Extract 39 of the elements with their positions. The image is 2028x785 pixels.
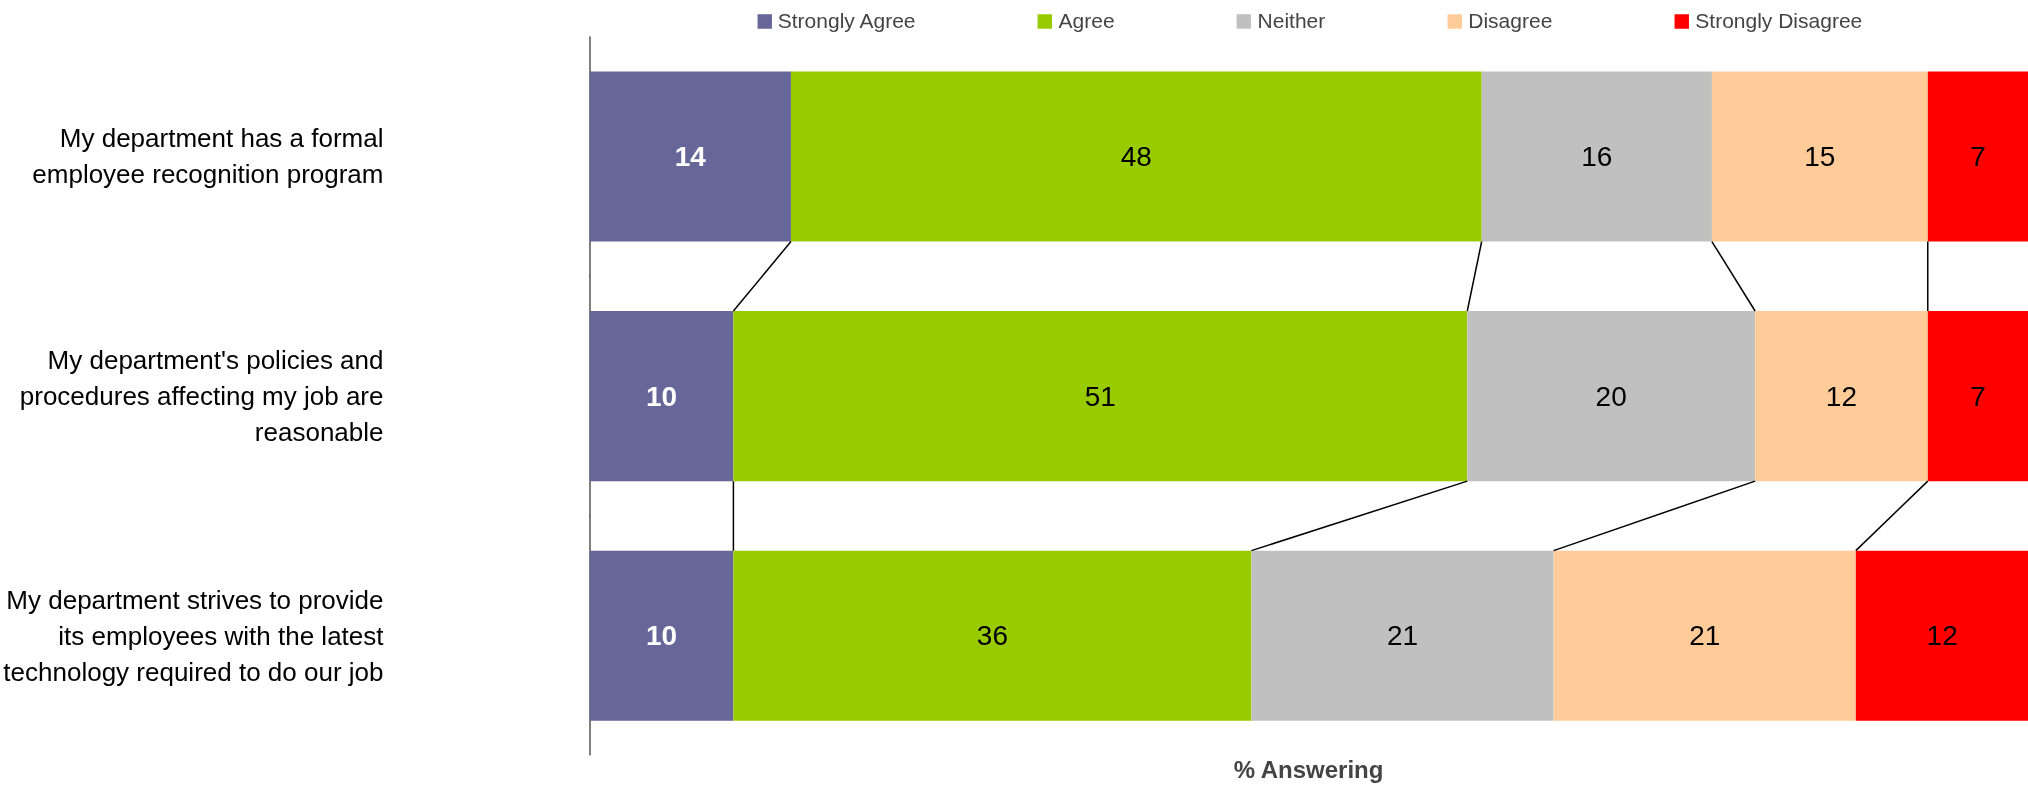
bar xyxy=(1755,311,1928,482)
data-label: 48 xyxy=(1120,140,1152,172)
data-label: 12 xyxy=(1825,380,1858,412)
data-label: 10 xyxy=(645,380,678,412)
bar xyxy=(1467,311,1756,482)
legend-label: Agree xyxy=(1058,9,1115,33)
y-tick-label: My department strives to provide its employees with the latest technology required to do our job xyxy=(3,584,385,687)
y-tick-label: My department has a formal employee recognition program xyxy=(32,123,384,190)
bar xyxy=(1481,71,1712,242)
data-label: 7 xyxy=(1970,380,1986,412)
data-label: 10 xyxy=(645,620,678,652)
bar xyxy=(733,311,1468,482)
bar xyxy=(1927,71,2028,242)
data-label: 36 xyxy=(976,620,1008,652)
x-axis-title: % Answering xyxy=(1233,755,1384,783)
data-label: 20 xyxy=(1595,380,1627,412)
data-label: 21 xyxy=(1689,620,1721,652)
data-label: 12 xyxy=(1926,620,1958,652)
data-label: 51 xyxy=(1084,380,1116,412)
legend-label: Strongly Disagree xyxy=(1695,9,1863,33)
data-label: 16 xyxy=(1581,140,1613,172)
y-tick-label: My department's policies and procedures affecting my job are reasonable xyxy=(19,345,384,448)
data-label: 21 xyxy=(1386,620,1419,652)
bar xyxy=(1553,550,1856,721)
bar xyxy=(733,550,1252,721)
bar xyxy=(589,311,734,482)
data-label: 15 xyxy=(1804,140,1836,172)
bar xyxy=(1855,550,2028,721)
data-label: 14 xyxy=(674,140,707,172)
legend-label: Strongly Agree xyxy=(777,9,916,33)
bar xyxy=(589,71,791,242)
bar xyxy=(1927,311,2028,482)
data-label: 7 xyxy=(1970,140,1986,172)
bar xyxy=(589,550,734,721)
bar xyxy=(790,71,1482,242)
legend-label: Disagree xyxy=(1468,9,1553,33)
bar xyxy=(1251,550,1554,721)
legend-label: Neither xyxy=(1257,9,1326,33)
bar xyxy=(1711,71,1928,242)
